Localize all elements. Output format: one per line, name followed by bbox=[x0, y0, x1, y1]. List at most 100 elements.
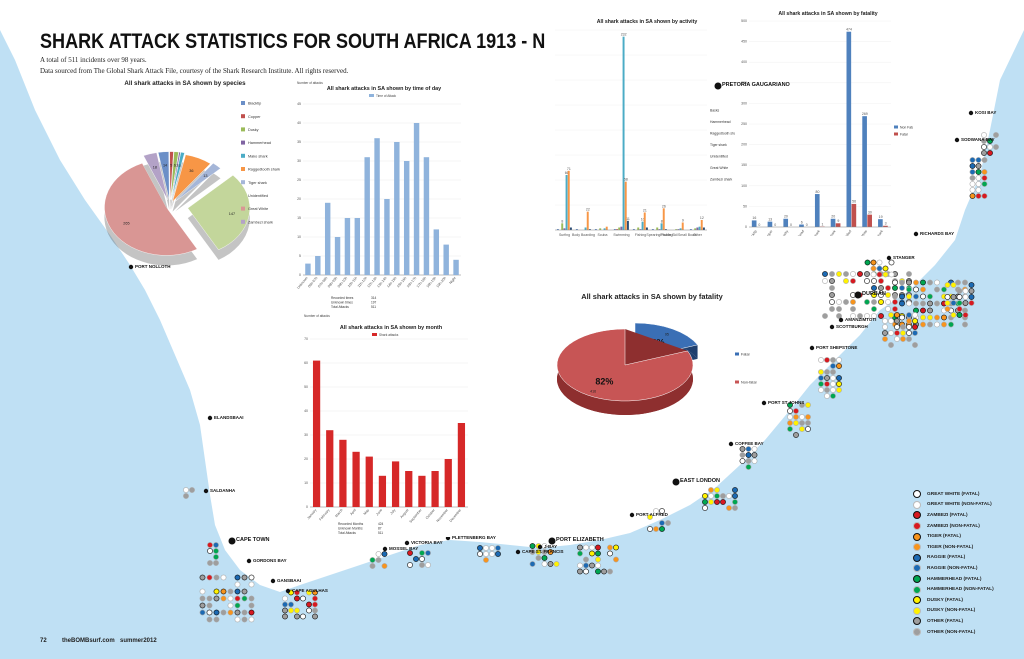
legend-label: TIGER (NON-FATAL) bbox=[927, 544, 974, 550]
activity-legend-label: Unidentified bbox=[710, 155, 728, 159]
activity-bar bbox=[605, 226, 608, 230]
species-legend-swatch bbox=[241, 193, 245, 198]
legend-marker-icon bbox=[913, 606, 921, 615]
attack-marker bbox=[248, 616, 255, 623]
legend-marker-icon bbox=[913, 564, 921, 573]
month-ytick-label: 40 bbox=[304, 409, 308, 413]
attack-marker bbox=[541, 549, 548, 555]
attack-marker bbox=[876, 259, 883, 266]
activity-bar bbox=[700, 220, 703, 230]
attack-marker bbox=[956, 312, 963, 318]
time_of_day-bar bbox=[433, 229, 440, 275]
fatality-value-label: 95 bbox=[665, 332, 669, 336]
legend-label: ZAMBEZI (NON-FATAL) bbox=[927, 523, 980, 529]
attack-marker bbox=[583, 562, 589, 569]
legend-item: HAMMERHEAD (NON-FATAL) bbox=[913, 584, 994, 595]
town-dot-stanger bbox=[886, 255, 892, 261]
fatality-species-bar-label: 474 bbox=[846, 28, 852, 32]
attack-marker bbox=[213, 548, 219, 554]
legend-item: OTHER (FATAL) bbox=[913, 616, 994, 627]
month-ylabel: Number of attacks bbox=[304, 314, 330, 318]
attack-marker bbox=[595, 568, 601, 575]
town-dot-nolloth bbox=[128, 264, 134, 270]
attack-marker bbox=[234, 588, 241, 595]
subtitle-line-1: A total of 511 incidents over 98 years. bbox=[40, 56, 147, 64]
attack-marker bbox=[306, 589, 312, 596]
attack-marker bbox=[888, 318, 894, 324]
fatality-species-legend-swatch bbox=[894, 125, 898, 129]
attack-marker bbox=[888, 312, 894, 318]
subtitle-line-2: Data sourced from The Global Shark Attac… bbox=[40, 67, 349, 75]
attack-marker bbox=[913, 293, 919, 300]
time_of_day-legend-label: Time of Attack bbox=[376, 94, 396, 98]
attack-marker bbox=[843, 278, 849, 284]
month-bar bbox=[365, 456, 373, 507]
activity-legend-label: Tiger shark bbox=[710, 143, 727, 147]
species-legend-label: Tiger shark bbox=[248, 181, 267, 185]
activity-bar bbox=[677, 229, 680, 230]
activity-xtick-label: Scuba bbox=[598, 233, 608, 237]
attack-marker bbox=[282, 595, 288, 602]
attack-marker bbox=[207, 548, 213, 554]
attack-marker bbox=[906, 312, 912, 318]
attack-marker bbox=[751, 458, 758, 464]
attack-marker bbox=[987, 138, 993, 144]
attack-marker bbox=[836, 387, 842, 393]
attack-marker bbox=[829, 271, 835, 277]
activity-bar bbox=[698, 226, 701, 230]
footer-issue: summer2012 bbox=[120, 638, 157, 644]
attack-marker bbox=[294, 613, 300, 620]
attack-marker bbox=[892, 293, 898, 300]
attack-marker bbox=[419, 556, 425, 562]
attack-marker bbox=[948, 321, 954, 328]
activity-legend-label: Hammerhead bbox=[710, 120, 731, 124]
town-dot-jbay bbox=[537, 544, 543, 550]
fatality-species-bar-label: 3 bbox=[885, 222, 887, 226]
attack-marker bbox=[906, 324, 912, 330]
activity-bar bbox=[658, 229, 661, 230]
attack-marker bbox=[745, 464, 752, 470]
activity-bar-label: 10 bbox=[641, 218, 645, 222]
fatality-legend-swatch bbox=[735, 352, 739, 356]
attack-marker bbox=[836, 313, 842, 319]
attack-marker bbox=[906, 330, 912, 336]
attack-marker bbox=[871, 285, 877, 291]
fatality-slice bbox=[556, 328, 694, 402]
attack-marker bbox=[407, 562, 413, 568]
activity-bar bbox=[594, 229, 597, 230]
attack-marker bbox=[871, 278, 877, 284]
legend-marker-icon bbox=[913, 500, 921, 509]
attack-marker bbox=[864, 313, 870, 319]
month-note-value: 87 bbox=[378, 527, 382, 531]
time_of_day-xtick-label: Night bbox=[449, 276, 457, 285]
time_of_day-ytick-label: 25 bbox=[297, 178, 301, 182]
fatality-species-bar bbox=[846, 31, 852, 227]
fatality-species-xtick-label: Tiger shark bbox=[823, 229, 836, 236]
attack-marker bbox=[787, 408, 793, 414]
legend-item: GREAT WHITE (FATAL) bbox=[913, 489, 994, 500]
attack-marker bbox=[425, 550, 431, 556]
activity-bar bbox=[588, 229, 591, 230]
time_of_day-bar bbox=[324, 202, 331, 275]
legend-item: RAGGIE (FATAL) bbox=[913, 553, 994, 564]
attack-marker bbox=[876, 265, 883, 272]
attack-marker bbox=[739, 452, 746, 458]
species-slice-side bbox=[175, 173, 221, 212]
attack-marker bbox=[822, 278, 828, 284]
attack-marker bbox=[920, 293, 926, 300]
town-dot-mossel bbox=[382, 546, 388, 552]
town-dot-gordons bbox=[246, 558, 252, 564]
attack-marker bbox=[702, 493, 708, 499]
header: SHARK ATTACK STATISTICS FOR SOUTH AFRICA… bbox=[40, 30, 709, 76]
fatality-species-bar bbox=[883, 225, 888, 227]
attack-marker bbox=[607, 568, 613, 575]
attack-marker bbox=[981, 169, 988, 175]
attack-marker bbox=[829, 299, 835, 305]
attack-marker bbox=[927, 300, 933, 307]
legend-marker-icon bbox=[913, 522, 921, 531]
attack-marker bbox=[425, 562, 431, 568]
fatality-species-ytick-label: 50 bbox=[743, 204, 747, 208]
species-slice bbox=[169, 151, 174, 200]
activity-bar bbox=[624, 181, 627, 230]
month-bar bbox=[418, 475, 426, 507]
